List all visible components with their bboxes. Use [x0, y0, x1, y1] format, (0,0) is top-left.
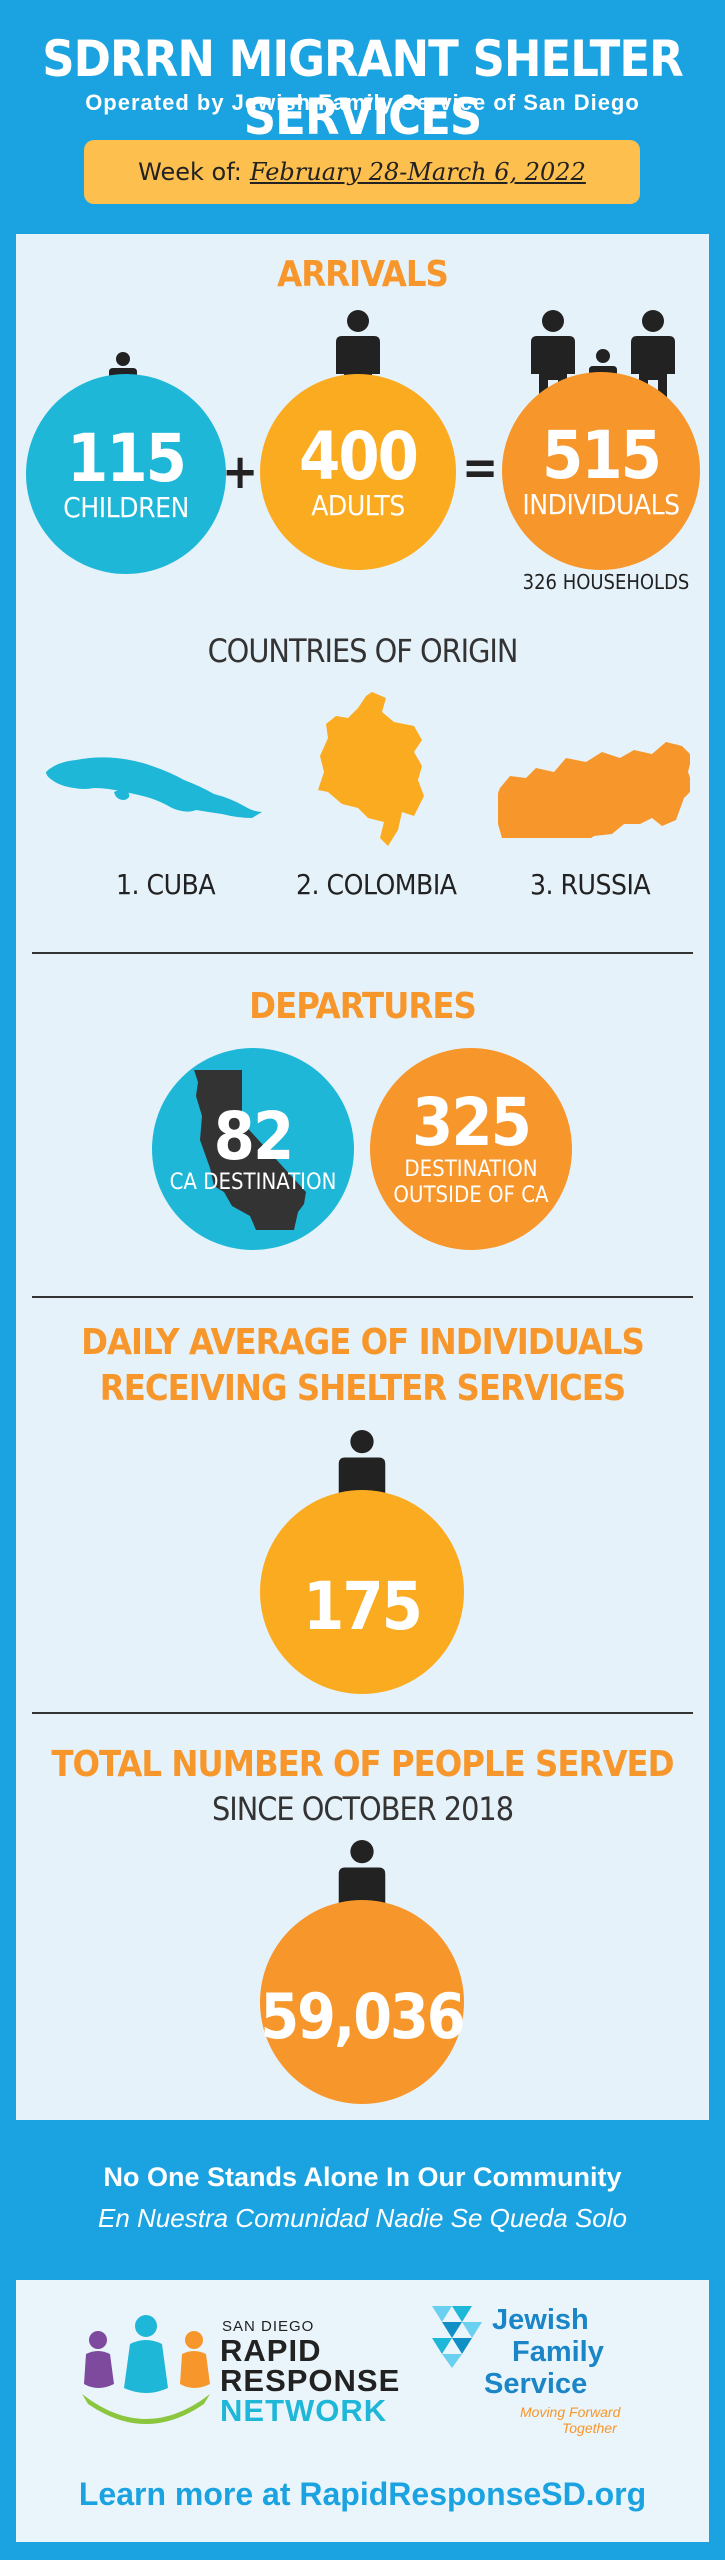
jfs-logo-icon: [432, 2306, 482, 2368]
rrn-line-3: NETWORK: [220, 2393, 388, 2428]
children-circle: 115 CHILDREN: [26, 374, 226, 574]
daily-title-line2: RECEIVING SHELTER SERVICES: [99, 1368, 626, 1409]
rrn-people-logo: [82, 2315, 210, 2424]
week-box: Week of: February 28-March 6, 2022: [84, 140, 640, 204]
week-label: Week of:: [138, 158, 242, 186]
jfs-tag-1: Moving Forward: [520, 2404, 621, 2420]
page-title: SDRRN MIGRANT SHELTER SERVICES: [42, 30, 683, 146]
outside-ca-value: 325: [412, 1084, 532, 1161]
total-served-circle: 59,036: [260, 1900, 466, 2104]
rrn-small-text: SAN DIEGO: [222, 2318, 315, 2335]
jfs-line-1: Jewish: [492, 2304, 589, 2336]
footer-panel: SAN DIEGO RAPID RESPONSE NETWORK Jewish …: [16, 2280, 709, 2542]
russia-map-icon: [498, 742, 690, 838]
individuals-circle: 515 INDIVIDUALS: [502, 372, 700, 570]
rrn-line-2: RESPONSE: [220, 2363, 401, 2398]
page-subtitle: Operated by Jewish Family Service of San…: [85, 90, 640, 115]
rrn-line-1: RAPID: [220, 2333, 322, 2368]
individuals-label: INDIVIDUALS: [522, 488, 680, 521]
jfs-line-2: Family: [512, 2336, 604, 2368]
adults-circle: 400 ADULTS: [260, 374, 456, 570]
header: SDRRN MIGRANT SHELTER SERVICES Operated …: [0, 0, 725, 230]
jfs-tag-2: Together: [562, 2420, 617, 2436]
children-label: CHILDREN: [63, 491, 189, 524]
adults-value: 400: [299, 418, 419, 495]
daily-average-circle: 175: [260, 1490, 464, 1694]
total-served-value: 59,036: [260, 1980, 465, 2053]
households-count: 326 HOUSEHOLDS: [522, 570, 690, 594]
divider-2: [32, 1296, 693, 1298]
outside-ca-label-2: OUTSIDE OF CA: [393, 1183, 549, 1208]
arrivals-title: ARRIVALS: [277, 254, 449, 295]
colombia-map-icon: [318, 692, 424, 846]
divider-3: [32, 1712, 693, 1714]
country-2: 2. COLOMBIA: [296, 868, 457, 901]
adults-label: ADULTS: [311, 489, 405, 522]
tagline-spanish: En Nuestra Comunidad Nadie Se Queda Solo: [98, 2203, 627, 2233]
week-value: February 28-March 6, 2022: [249, 158, 586, 186]
departures-title: DEPARTURES: [249, 986, 477, 1027]
tagline-english: No One Stands Alone In Our Community: [103, 2162, 622, 2192]
total-title: TOTAL NUMBER OF PEOPLE SERVED: [51, 1744, 674, 1785]
daily-title-line1: DAILY AVERAGE OF INDIVIDUALS: [81, 1322, 645, 1363]
outside-ca-circle: 325 DESTINATION OUTSIDE OF CA: [370, 1048, 572, 1250]
country-1: 1. CUBA: [116, 868, 216, 901]
total-subtitle: SINCE OCTOBER 2018: [211, 1790, 514, 1828]
children-value: 115: [67, 420, 187, 497]
individuals-value: 515: [542, 417, 662, 494]
outside-ca-label-1: DESTINATION: [404, 1157, 538, 1182]
divider-1: [32, 952, 693, 954]
equals-sign: =: [462, 440, 499, 496]
ca-destination-label: CA DESTINATION: [169, 1170, 337, 1195]
plus-sign: +: [222, 444, 259, 500]
main-panel: ARRIVALS 115 CHILDREN + 400 ADULTS = 515…: [16, 234, 709, 2120]
ca-destination-circle: 82 CA DESTINATION: [152, 1048, 354, 1250]
country-3: 3. RUSSIA: [530, 868, 651, 901]
learn-more-link[interactable]: Learn more at RapidResponseSD.org: [78, 2476, 647, 2512]
jfs-line-3: Service: [484, 2368, 588, 2400]
origin-title: COUNTRIES OF ORIGIN: [207, 632, 519, 670]
daily-average-value: 175: [303, 1568, 423, 1645]
california-map-icon: [194, 1070, 306, 1230]
ca-destination-value: 82: [213, 1098, 295, 1175]
cuba-map-icon: [46, 757, 262, 818]
